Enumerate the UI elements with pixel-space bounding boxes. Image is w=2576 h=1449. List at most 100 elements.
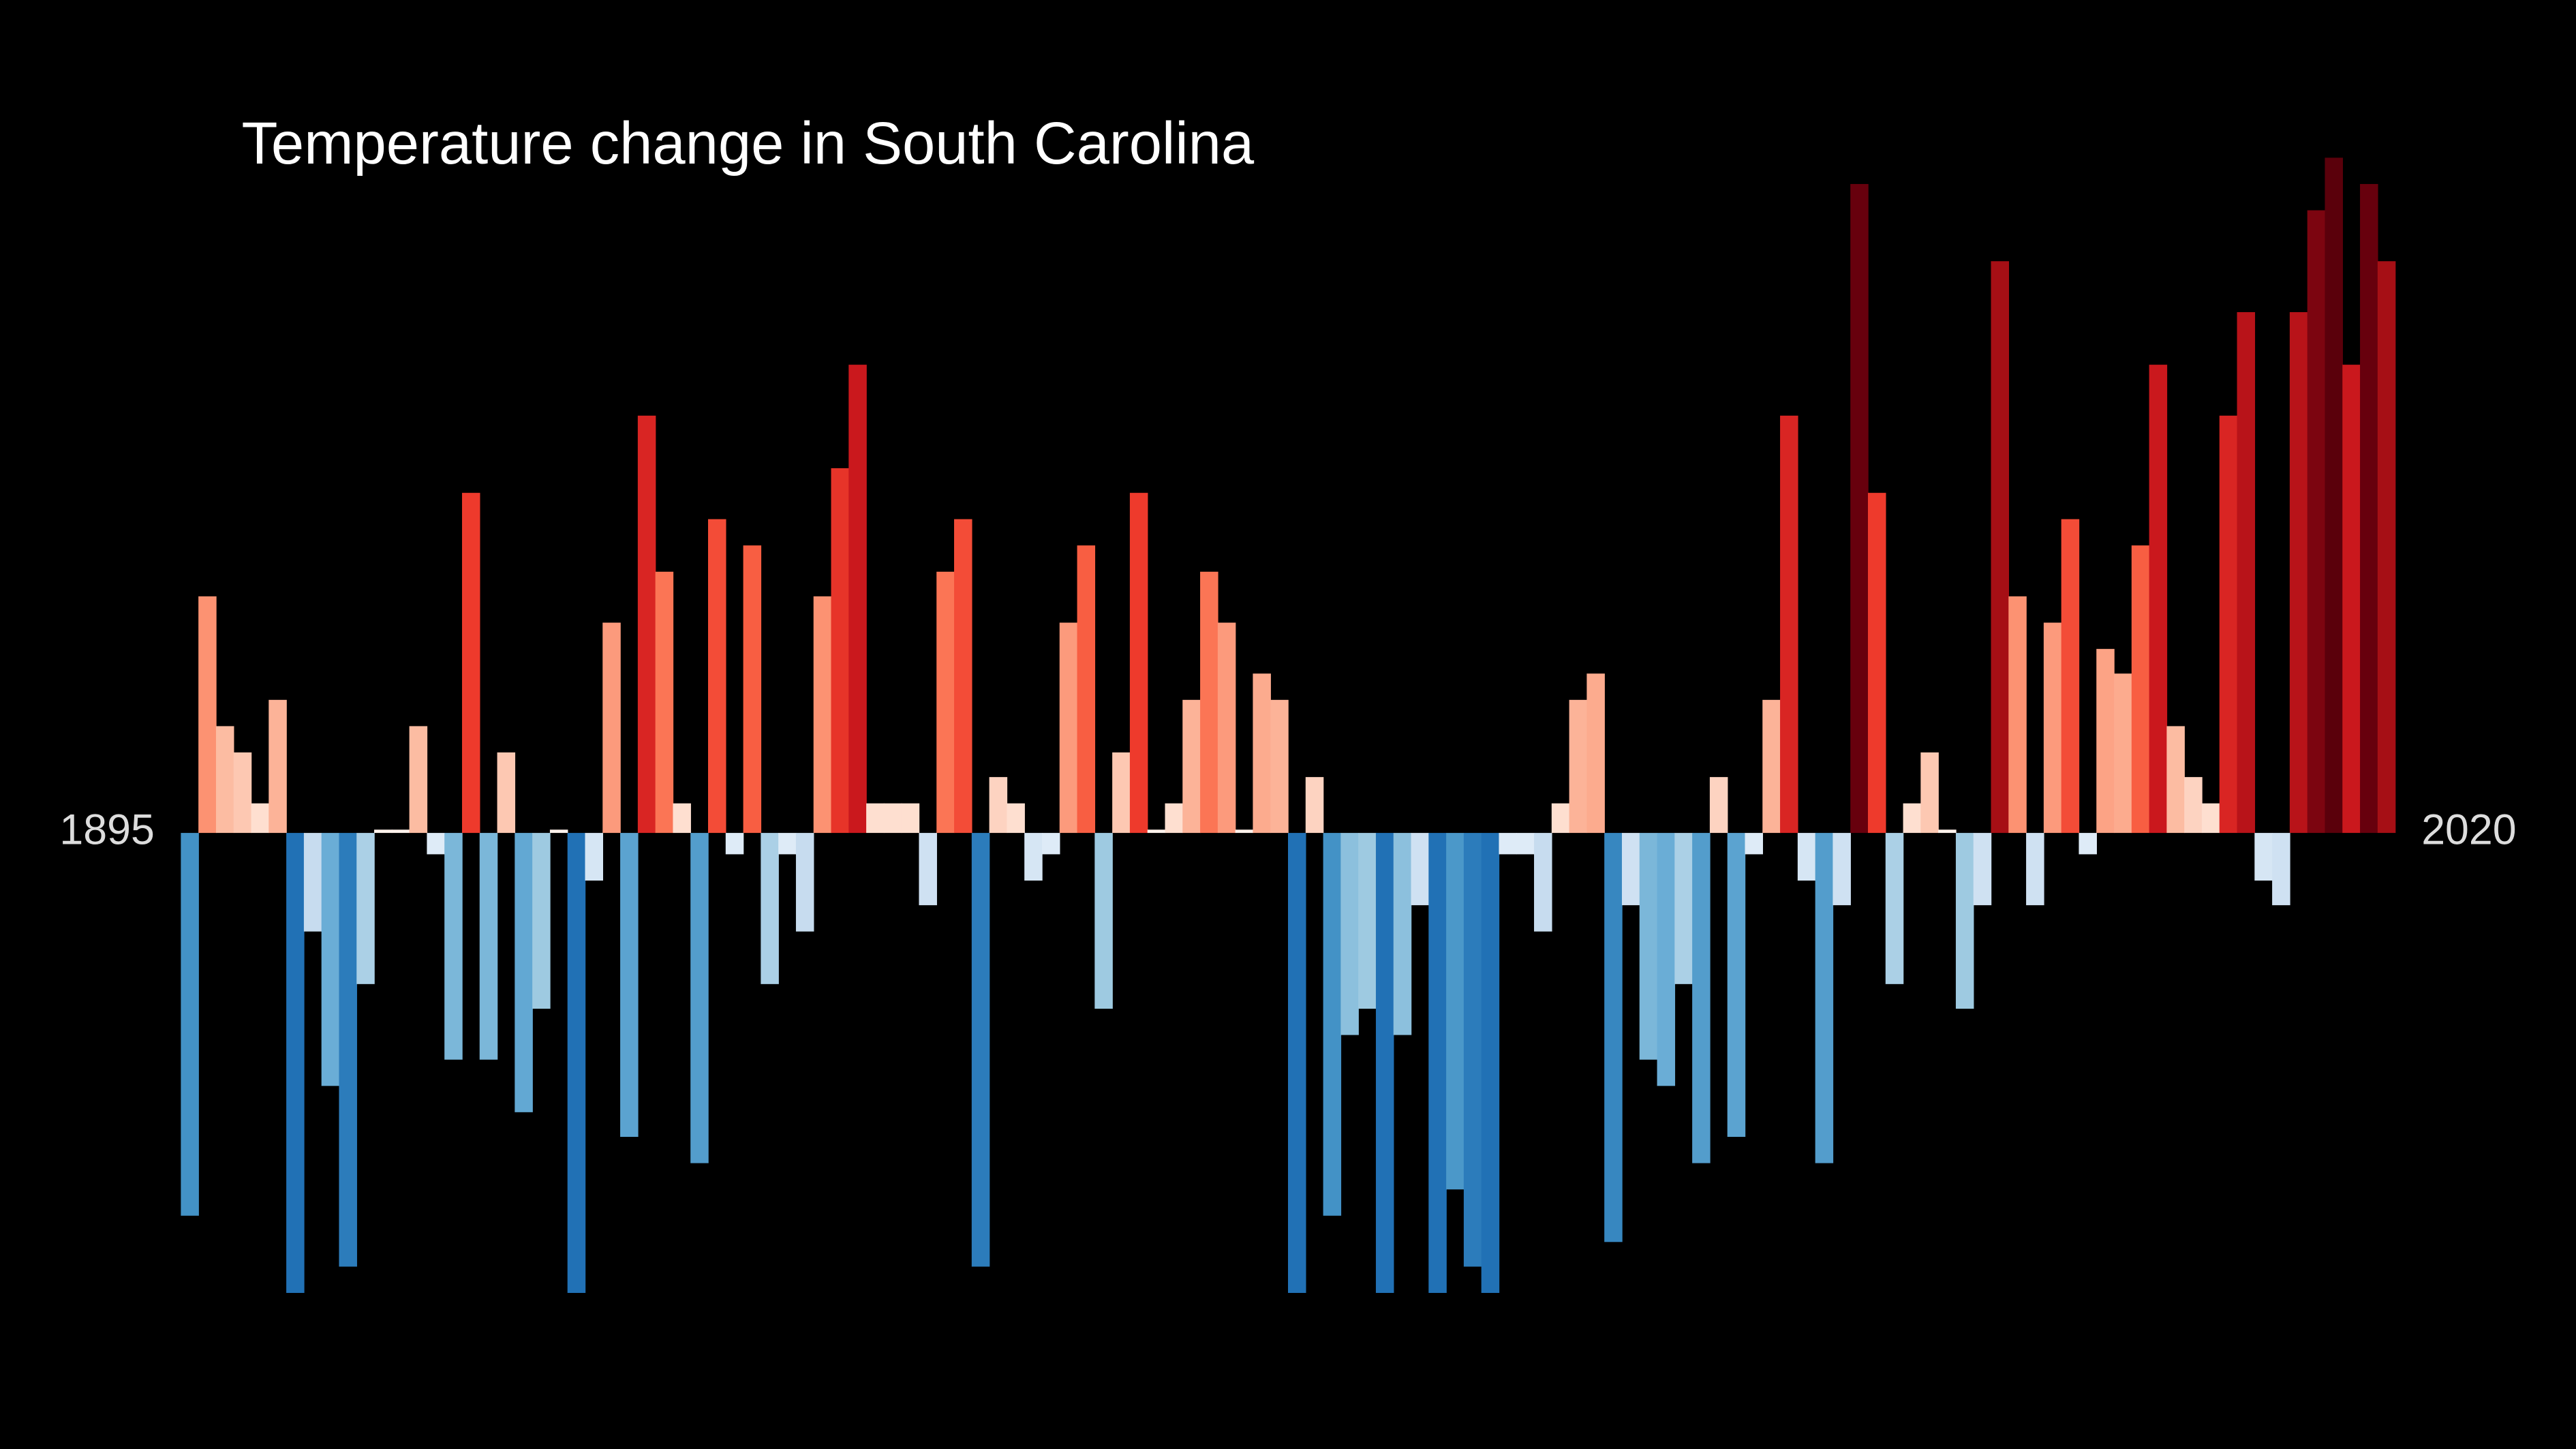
bar — [391, 829, 410, 834]
x-tick-label: 2020 — [2421, 806, 2516, 854]
bar — [479, 833, 498, 1060]
bar — [549, 829, 568, 834]
bar — [1393, 833, 1412, 1035]
bar — [2289, 311, 2308, 834]
bar — [708, 519, 726, 834]
bar — [1833, 833, 1851, 906]
bar — [1499, 833, 1517, 855]
bar — [461, 493, 480, 834]
bar — [795, 833, 814, 932]
bar — [1305, 777, 1324, 834]
bar — [2237, 311, 2256, 834]
bar — [2342, 365, 2361, 834]
bar — [1253, 673, 1271, 834]
bar — [1797, 833, 1816, 881]
bar — [1007, 803, 1025, 834]
bar — [637, 415, 656, 834]
bar — [1639, 833, 1658, 1060]
bar — [198, 596, 217, 834]
x-tick-label: 1895 — [59, 806, 154, 854]
bar — [427, 833, 445, 855]
bar — [1059, 622, 1078, 834]
bar — [532, 833, 551, 1009]
bar — [409, 726, 428, 834]
bar — [2325, 157, 2343, 834]
bar — [655, 571, 674, 834]
bar — [515, 833, 533, 1112]
bar — [2166, 726, 2185, 834]
bar — [2114, 673, 2132, 834]
bar — [1586, 673, 1605, 834]
bar — [1129, 493, 1148, 834]
bar — [1657, 833, 1676, 1086]
bar — [497, 752, 516, 834]
bar — [1165, 803, 1183, 834]
bar — [374, 829, 393, 834]
bar — [2360, 183, 2378, 834]
bar — [2254, 833, 2273, 881]
bar — [2307, 210, 2326, 834]
bar — [1604, 833, 1623, 1242]
bar — [954, 519, 972, 834]
bar — [989, 777, 1008, 834]
bar — [690, 833, 709, 1163]
bar — [2377, 261, 2396, 834]
bar — [1516, 833, 1535, 855]
bar — [2201, 803, 2220, 834]
bar — [1147, 829, 1166, 834]
bar — [1709, 777, 1728, 834]
bar — [848, 365, 867, 834]
bar — [1182, 699, 1201, 834]
bar — [1077, 545, 1096, 834]
bar — [2184, 777, 2203, 834]
bar — [1692, 833, 1711, 1163]
bar — [831, 468, 850, 834]
bar — [1270, 699, 1289, 834]
bar — [778, 833, 797, 855]
bar — [585, 833, 603, 881]
bar — [1481, 833, 1500, 1294]
bar — [1024, 833, 1043, 881]
bar — [1463, 833, 1482, 1267]
bar — [1938, 829, 1957, 834]
bar — [936, 571, 955, 834]
bar — [2043, 622, 2062, 834]
bar — [1903, 803, 1922, 834]
bar — [602, 622, 621, 834]
bar — [883, 803, 902, 834]
bar — [1727, 833, 1746, 1138]
bar — [215, 726, 234, 834]
bar — [1446, 833, 1465, 1190]
bar — [2008, 596, 2027, 834]
bar — [1041, 833, 1060, 855]
bar — [1780, 415, 1798, 834]
bar — [233, 752, 252, 834]
bar — [971, 833, 990, 1267]
bar — [866, 803, 885, 834]
bar — [1850, 183, 1869, 834]
bar — [1762, 699, 1781, 834]
bar — [1867, 493, 1886, 834]
bar — [1621, 833, 1640, 906]
bar — [2096, 649, 2115, 834]
bar — [1991, 261, 2010, 834]
bar — [1217, 622, 1236, 834]
bar — [743, 545, 762, 834]
bar — [919, 833, 937, 906]
bar — [339, 833, 357, 1267]
bar — [1288, 833, 1306, 1294]
bar — [1920, 752, 1939, 834]
bar — [2131, 545, 2150, 834]
bar — [1551, 803, 1570, 834]
bar — [1094, 833, 1113, 1009]
bar — [813, 596, 832, 834]
bar — [444, 833, 463, 1060]
bar — [2079, 833, 2097, 855]
bar — [1428, 833, 1447, 1294]
bar — [1323, 833, 1342, 1216]
bar — [321, 833, 340, 1086]
bar — [1745, 833, 1763, 855]
bar — [251, 803, 270, 834]
bar — [2061, 519, 2080, 834]
